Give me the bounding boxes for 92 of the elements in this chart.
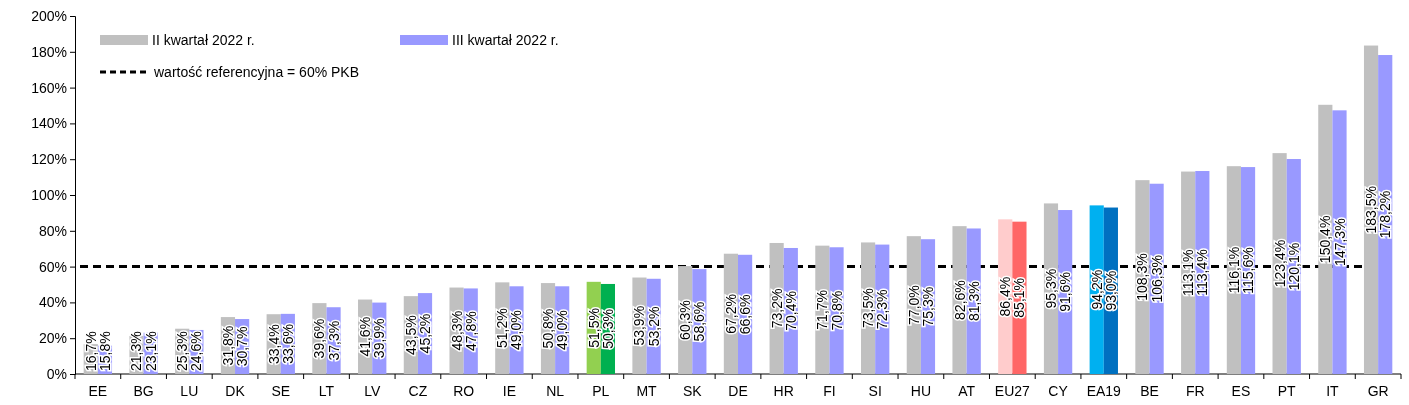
data-label: 16,7% xyxy=(82,331,99,371)
data-label: 113,4% xyxy=(1194,249,1211,296)
data-label: 147,3% xyxy=(1331,218,1348,266)
x-tick-label: CZ xyxy=(408,383,428,399)
x-tick-label: HU xyxy=(910,383,932,399)
data-label: 50,8% xyxy=(540,308,557,349)
x-tick-label: HR xyxy=(773,383,794,399)
data-label: 43,5% xyxy=(402,315,419,355)
x-tick-label: CY xyxy=(1048,383,1069,399)
data-label: 53,9% xyxy=(631,305,648,346)
y-tick-label: 80% xyxy=(38,222,67,239)
x-tick-label: RO xyxy=(453,383,475,399)
data-label: 106,3% xyxy=(1148,255,1165,303)
x-tick-label: LU xyxy=(180,383,199,399)
data-label: 39,6% xyxy=(311,318,328,359)
x-tick-label: NL xyxy=(546,383,565,399)
x-tick-label: SI xyxy=(868,383,882,399)
x-tick-label: EE xyxy=(88,383,108,399)
data-label: 21,3% xyxy=(128,331,145,371)
data-label: 58,6% xyxy=(691,301,708,342)
data-label: 67,2% xyxy=(722,294,739,334)
x-tick-label: SE xyxy=(271,383,291,399)
y-tick-label: 120% xyxy=(31,151,67,168)
x-tick-label: AT xyxy=(958,383,976,399)
x-tick-label: IE xyxy=(502,383,516,399)
y-tick-label: 0% xyxy=(46,365,67,382)
data-label: 45,2% xyxy=(417,313,434,354)
data-label: 73,2% xyxy=(768,288,785,329)
x-tick-label: FR xyxy=(1185,383,1205,399)
data-label: 66,6% xyxy=(737,294,754,335)
x-tick-label: BG xyxy=(133,383,154,399)
data-label: 23,1% xyxy=(142,331,159,371)
x-tick-label: LV xyxy=(364,383,381,399)
data-label: 71,7% xyxy=(814,289,831,330)
x-tick-label: GR xyxy=(1367,383,1389,399)
data-label: 60,3% xyxy=(677,300,694,340)
data-label: 49,0% xyxy=(508,310,525,350)
y-tick-label: 40% xyxy=(38,294,67,311)
legend-label: III kwartał 2022 r. xyxy=(452,32,559,48)
data-label: 49,0% xyxy=(554,310,571,350)
y-tick-label: 200% xyxy=(31,7,67,24)
legend-label: wartość referencyjna = 60% PKB xyxy=(153,64,360,80)
x-tick-label: PL xyxy=(592,383,610,399)
data-label: 51,5% xyxy=(585,308,602,348)
y-tick-label: 100% xyxy=(31,186,67,203)
data-label: 73,5% xyxy=(860,288,877,329)
data-label: 53,2% xyxy=(645,306,662,347)
data-label: 178,2% xyxy=(1377,190,1394,239)
x-tick-label: IT xyxy=(1326,383,1340,399)
y-tick-label: 180% xyxy=(31,43,67,60)
x-tick-label: PT xyxy=(1277,383,1297,399)
legend-label: II kwartał 2022 r. xyxy=(152,32,255,48)
y-tick-label: 140% xyxy=(31,115,67,132)
data-label: 150,4% xyxy=(1317,215,1334,264)
data-label: 24,6% xyxy=(188,331,205,371)
x-tick-label: FI xyxy=(823,383,836,399)
data-label: 72,3% xyxy=(874,289,891,330)
y-tick-label: 20% xyxy=(38,330,67,347)
data-label: 39,9% xyxy=(371,318,388,359)
data-label: 33,4% xyxy=(265,324,282,364)
y-tick-label: 60% xyxy=(38,258,67,275)
x-tick-label: ES xyxy=(1231,383,1251,399)
data-label: 51,2% xyxy=(494,308,511,349)
data-label: 85,1% xyxy=(1011,277,1028,318)
data-label: 31,8% xyxy=(219,325,236,366)
data-label: 37,3% xyxy=(325,320,342,361)
data-label: 115,6% xyxy=(1240,247,1257,294)
data-label: 25,3% xyxy=(174,331,191,371)
x-tick-label: BE xyxy=(1140,383,1159,399)
data-label: 48,3% xyxy=(448,310,465,351)
data-label: 183,5% xyxy=(1363,186,1380,234)
data-label: 91,6% xyxy=(1057,272,1074,312)
data-label: 113,1% xyxy=(1180,249,1197,296)
data-label: 77,0% xyxy=(905,285,922,325)
data-label: 86,4% xyxy=(997,276,1014,317)
data-label: 108,3% xyxy=(1134,253,1151,301)
data-label: 30,7% xyxy=(234,326,251,367)
x-tick-label: DE xyxy=(728,383,748,399)
x-tick-label: LT xyxy=(318,383,335,399)
data-label: 41,6% xyxy=(357,316,374,357)
data-label: 116,1% xyxy=(1225,246,1242,294)
data-label: 70,8% xyxy=(828,290,845,331)
x-tick-label: DK xyxy=(225,383,246,399)
x-tick-label: SK xyxy=(682,383,703,399)
x-tick-label: MT xyxy=(636,383,658,399)
data-label: 123,4% xyxy=(1271,239,1288,288)
x-tick-label: EA19 xyxy=(1086,383,1122,399)
data-label: 95,3% xyxy=(1042,268,1059,309)
data-label: 94,2% xyxy=(1088,269,1105,310)
data-label: 82,6% xyxy=(951,280,968,320)
y-tick-label: 160% xyxy=(31,79,67,96)
x-tick-label: EU27 xyxy=(994,383,1031,399)
